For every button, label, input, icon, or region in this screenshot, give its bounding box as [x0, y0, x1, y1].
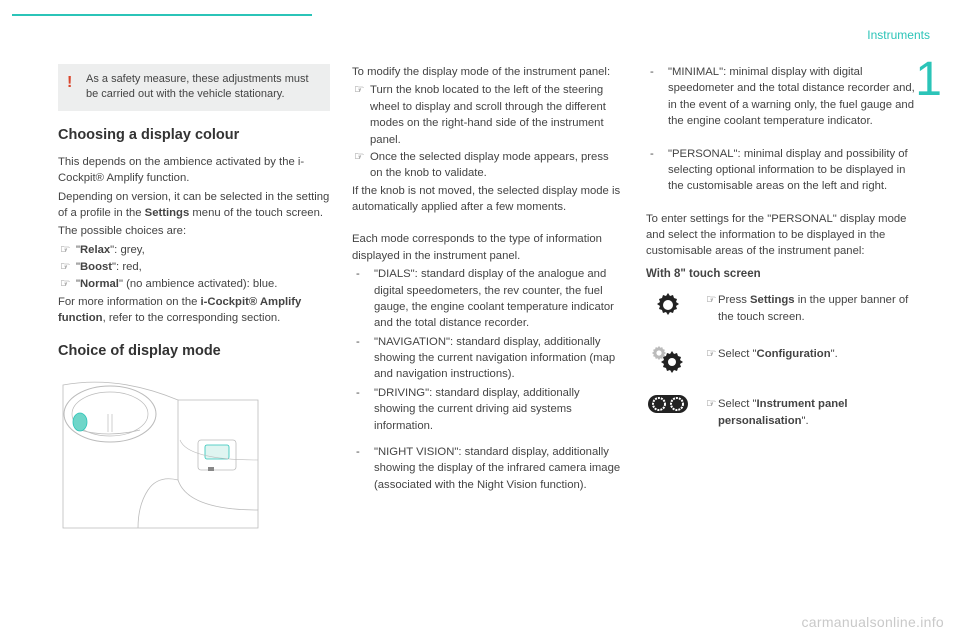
pointer-icon: ☞ — [354, 149, 364, 165]
watermark: carmanualsonline.info — [802, 614, 945, 630]
step-settings: ☞ Press Settings in the upper banner of … — [646, 290, 918, 326]
mode-minimal: -"MINIMAL": minimal display with digital… — [646, 64, 918, 130]
column-1: ! As a safety measure, these adjustments… — [58, 64, 330, 535]
dashboard-illustration — [58, 380, 268, 530]
heading-mode: Choice of display mode — [58, 341, 330, 362]
content-columns: ! As a safety measure, these adjustments… — [58, 64, 918, 535]
column-3: -"MINIMAL": minimal display with digital… — [646, 64, 918, 535]
gear-icon — [653, 290, 683, 320]
dials-icon — [647, 394, 689, 414]
section-label: Instruments — [867, 28, 930, 42]
step-turn-knob: ☞ Turn the knob located to the left of t… — [352, 82, 624, 148]
subhead-touchscreen: With 8" touch screen — [646, 266, 918, 283]
colour-p3: The possible choices are: — [58, 223, 330, 239]
auto-apply: If the knob is not moved, the selected d… — [352, 183, 624, 216]
choice-relax: ☞ "Relax": grey, — [58, 242, 330, 258]
pointer-icon: ☞ — [706, 346, 716, 362]
mode-intro: Each mode corresponds to the type of inf… — [352, 231, 624, 264]
pointer-icon: ☞ — [60, 259, 70, 275]
choice-boost: ☞ "Boost": red, — [58, 259, 330, 275]
gears-icon — [650, 344, 686, 376]
personal-intro: To enter settings for the "PERSONAL" dis… — [646, 211, 918, 260]
heading-colour: Choosing a display colour — [58, 125, 330, 146]
safety-callout: ! As a safety measure, these adjustments… — [58, 64, 330, 111]
pointer-icon: ☞ — [354, 82, 364, 98]
colour-p2: Depending on version, it can be selected… — [58, 189, 330, 222]
chapter-number: 1 — [915, 52, 942, 107]
mode-personal: -"PERSONAL": minimal display and possibi… — [646, 146, 918, 195]
top-accent-bar — [12, 14, 312, 16]
mode-dials: -"DIALS": standard display of the analog… — [352, 266, 624, 332]
mode-driving: -"DRIVING": standard display, additional… — [352, 385, 624, 434]
step-configuration: ☞ Select "Configuration". — [646, 344, 918, 376]
warning-icon: ! — [67, 72, 72, 94]
choice-normal: ☞ "Normal" (no ambience activated): blue… — [58, 276, 330, 292]
pointer-icon: ☞ — [706, 292, 716, 308]
modify-intro: To modify the display mode of the instru… — [352, 64, 624, 80]
column-2: To modify the display mode of the instru… — [352, 64, 624, 535]
pointer-icon: ☞ — [60, 276, 70, 292]
pointer-icon: ☞ — [706, 396, 716, 412]
mode-night-vision: -"NIGHT VISION": standard display, addit… — [352, 444, 624, 493]
more-info: For more information on the i-Cockpit® A… — [58, 294, 330, 327]
callout-text: As a safety measure, these adjustments m… — [86, 73, 309, 100]
mode-navigation: -"NAVIGATION": standard display, additio… — [352, 334, 624, 383]
step-press-knob: ☞ Once the selected display mode appears… — [352, 149, 624, 182]
step-personalisation: ☞ Select "Instrument panel personalisati… — [646, 394, 918, 430]
colour-p1: This depends on the ambience activated b… — [58, 154, 330, 187]
pointer-icon: ☞ — [60, 242, 70, 258]
